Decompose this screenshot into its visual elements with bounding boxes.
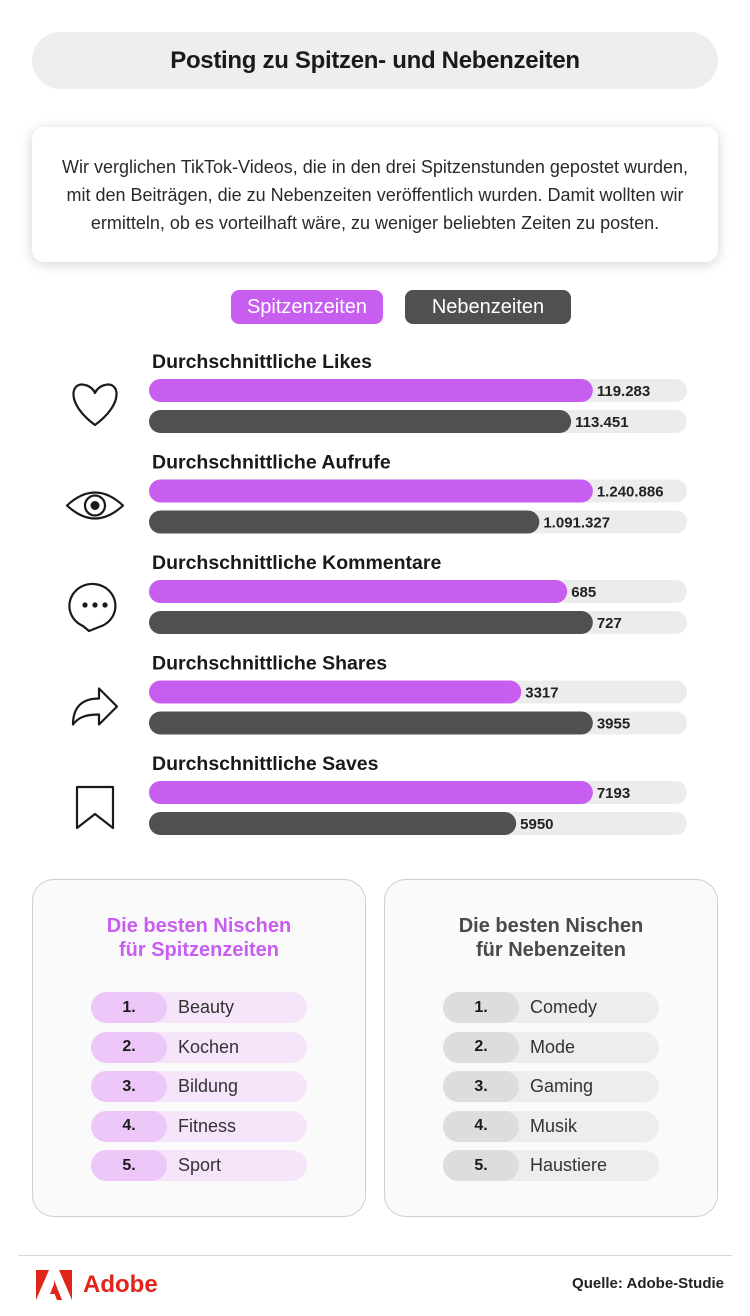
metric-label: Durchschnittliche Likes	[152, 351, 372, 373]
list-item: 4. Musik	[443, 1110, 659, 1142]
eye-icon	[65, 491, 125, 520]
niche-label: Kochen	[178, 1036, 240, 1057]
niche-card-offpeak: Die besten Nischen für Nebenzeiten 1. Com…	[384, 879, 718, 1217]
rank: 2.	[91, 1031, 167, 1063]
rank: 1.	[91, 992, 167, 1023]
bar-offpeak	[149, 711, 593, 735]
bubble-dot	[92, 602, 98, 608]
niche-card-title: Die besten Nischen für Nebenzeiten	[385, 914, 717, 962]
data-label: 685	[571, 584, 596, 601]
niche-title-line1: Die besten Nischen	[106, 915, 292, 937]
rank: 4.	[443, 1110, 519, 1142]
bar-offpeak	[149, 510, 540, 534]
legend-offpeak: Nebenzeiten	[405, 290, 571, 324]
data-label: 1.091.327	[543, 515, 610, 532]
bar-peak	[149, 680, 522, 704]
list-item: 3. Bildung	[91, 1071, 307, 1102]
data-label: 5950	[520, 816, 553, 833]
intro-text: Wir verglichen TikTok-Videos, die in den…	[32, 127, 718, 262]
bar-peak	[149, 781, 593, 804]
rank: 5.	[91, 1150, 167, 1181]
niche-card-peak: Die besten Nischen für Spitzenzeiten 1. B…	[32, 879, 366, 1217]
list-item: 5. Sport	[91, 1150, 307, 1181]
footer-divider	[18, 1255, 732, 1256]
niche-label: Comedy	[530, 997, 598, 1017]
niche-label: Musik	[530, 1115, 578, 1136]
bar-offpeak	[149, 812, 517, 835]
heart-icon	[72, 383, 118, 427]
data-label: 1.240.886	[597, 484, 664, 501]
list-item: 1. Comedy	[443, 992, 659, 1023]
niche-list: 1. Beauty 2. Kochen 3. Bildung 4. Fitness 5.…	[91, 992, 307, 1190]
niche-label: Beauty	[178, 997, 235, 1017]
niche-title-line2: für Spitzenzeiten	[118, 939, 279, 961]
bar-peak	[149, 379, 593, 402]
page-title: Posting zu Spitzen- und Nebenzeiten	[32, 32, 718, 89]
rank: 3.	[443, 1071, 519, 1102]
source-note: Quelle: Adobe-Studie	[572, 1275, 724, 1292]
metric-label: Durchschnittliche Shares	[152, 653, 387, 675]
bubble-dot	[102, 602, 108, 608]
brand-name: Adobe	[83, 1271, 158, 1298]
data-label: 727	[597, 615, 622, 632]
data-label: 119.283	[597, 383, 650, 400]
legend-peak: Spitzenzeiten	[231, 290, 383, 324]
adobe-logo-icon	[36, 1270, 72, 1300]
metric-label: Durchschnittliche Saves	[152, 753, 379, 775]
rank: 2.	[443, 1031, 519, 1063]
niche-title-line2: für Nebenzeiten	[475, 939, 627, 961]
share-arrow-icon	[71, 687, 119, 726]
bar-peak	[149, 580, 568, 603]
metric-label: Durchschnittliche Kommentare	[152, 552, 441, 574]
list-item: 4. Fitness	[91, 1110, 307, 1142]
niche-label: Fitness	[178, 1115, 237, 1136]
rank: 5.	[443, 1150, 519, 1181]
niche-card-title: Die besten Nischen für Spitzenzeiten	[33, 914, 365, 962]
bar-offpeak	[149, 410, 572, 433]
list-item: 3. Gaming	[443, 1071, 659, 1102]
rank: 4.	[91, 1110, 167, 1142]
niche-list: 1. Comedy 2. Mode 3. Gaming 4. Musik 5. Haust…	[443, 992, 659, 1190]
bookmark-icon	[75, 785, 115, 830]
bubble-dot	[82, 602, 88, 608]
list-item: 1. Beauty	[91, 992, 307, 1023]
comparison-bar-chart: Durchschnittliche Likes 119.283 113.451 Dur…	[65, 351, 687, 835]
eye-pupil	[90, 501, 100, 510]
list-item: 2. Kochen	[91, 1031, 307, 1063]
niche-title-line1: Die besten Nischen	[458, 915, 644, 937]
list-item: 2. Mode	[443, 1031, 659, 1063]
list-item: 5. Haustiere	[443, 1150, 659, 1181]
niche-label: Sport	[178, 1155, 222, 1175]
data-label: 3317	[525, 685, 558, 702]
niche-label: Bildung	[178, 1076, 239, 1096]
eye-iris	[83, 494, 107, 517]
rank: 3.	[91, 1071, 167, 1102]
data-label: 113.451	[575, 414, 628, 431]
data-label: 7193	[597, 785, 630, 802]
bar-offpeak	[149, 611, 593, 634]
niche-label: Haustiere	[530, 1155, 608, 1175]
metric-label: Durchschnittliche Aufrufe	[152, 452, 391, 474]
niche-label: Mode	[530, 1036, 576, 1057]
bar-peak	[149, 479, 593, 503]
data-label: 3955	[597, 716, 630, 733]
rank: 1.	[443, 992, 519, 1023]
speech-bubble-icon	[68, 582, 117, 633]
niche-label: Gaming	[530, 1076, 594, 1096]
